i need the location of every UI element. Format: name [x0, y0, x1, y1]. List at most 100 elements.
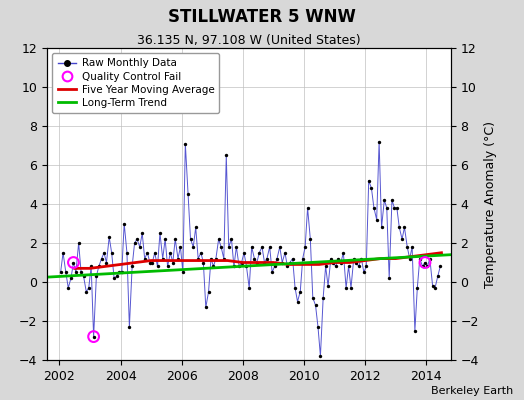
Point: [90, 333, 98, 340]
Point: [263, 255, 271, 262]
Point: [245, 285, 254, 291]
Point: [406, 255, 414, 262]
Point: [347, 285, 355, 291]
Point: [383, 205, 391, 211]
Point: [357, 255, 366, 262]
Point: [95, 263, 103, 270]
Point: [64, 285, 72, 291]
Point: [281, 250, 289, 256]
Point: [225, 244, 233, 250]
Point: [194, 255, 202, 262]
Point: [311, 302, 320, 309]
Point: [69, 259, 78, 266]
Point: [133, 236, 141, 242]
Point: [276, 244, 284, 250]
Point: [123, 250, 131, 256]
Point: [136, 244, 144, 250]
Point: [270, 263, 279, 270]
Point: [258, 244, 266, 250]
Point: [232, 244, 241, 250]
Point: [100, 250, 108, 256]
Point: [199, 259, 208, 266]
Point: [309, 294, 317, 301]
Point: [113, 273, 121, 279]
Point: [227, 236, 236, 242]
Point: [204, 288, 213, 295]
Point: [350, 255, 358, 262]
Y-axis label: Temperature Anomaly (°C): Temperature Anomaly (°C): [484, 120, 497, 288]
Point: [395, 224, 403, 230]
Point: [120, 220, 128, 227]
Point: [255, 250, 264, 256]
Point: [418, 263, 427, 270]
Text: Berkeley Earth: Berkeley Earth: [431, 386, 514, 396]
Point: [425, 255, 434, 262]
Point: [67, 275, 75, 281]
Point: [301, 244, 309, 250]
Point: [392, 205, 401, 211]
Point: [72, 269, 80, 276]
Point: [77, 269, 85, 276]
Point: [423, 263, 432, 270]
Point: [179, 269, 187, 276]
Point: [107, 250, 116, 256]
Point: [403, 244, 411, 250]
Point: [436, 263, 444, 270]
Point: [166, 250, 174, 256]
Point: [130, 240, 139, 246]
Point: [278, 259, 287, 266]
Point: [303, 205, 312, 211]
Point: [400, 224, 409, 230]
Point: [342, 285, 351, 291]
Point: [235, 263, 243, 270]
Point: [377, 224, 386, 230]
Point: [90, 333, 98, 340]
Point: [319, 294, 328, 301]
Point: [154, 263, 162, 270]
Point: [97, 255, 106, 262]
Point: [291, 285, 299, 291]
Point: [202, 304, 210, 310]
Point: [388, 197, 396, 203]
Point: [390, 205, 399, 211]
Point: [171, 236, 179, 242]
Point: [273, 255, 281, 262]
Point: [212, 255, 220, 262]
Point: [431, 285, 439, 291]
Point: [283, 263, 292, 270]
Point: [69, 259, 78, 266]
Point: [174, 255, 182, 262]
Point: [296, 288, 304, 295]
Point: [181, 140, 190, 147]
Point: [354, 263, 363, 270]
Legend: Raw Monthly Data, Quality Control Fail, Five Year Moving Average, Long-Term Tren: Raw Monthly Data, Quality Control Fail, …: [52, 53, 220, 113]
Point: [74, 240, 83, 246]
Point: [169, 259, 177, 266]
Point: [250, 255, 259, 262]
Point: [140, 255, 149, 262]
Point: [146, 259, 154, 266]
Point: [87, 263, 95, 270]
Point: [421, 259, 429, 266]
Point: [324, 283, 332, 289]
Point: [321, 263, 330, 270]
Point: [362, 263, 370, 270]
Point: [163, 263, 172, 270]
Point: [115, 269, 124, 276]
Point: [187, 236, 195, 242]
Point: [82, 288, 91, 295]
Point: [337, 259, 345, 266]
Point: [352, 259, 361, 266]
Point: [156, 230, 164, 236]
Point: [84, 285, 93, 291]
Point: [207, 255, 215, 262]
Point: [222, 152, 231, 158]
Point: [214, 236, 223, 242]
Point: [79, 273, 88, 279]
Point: [316, 353, 324, 359]
Point: [408, 244, 417, 250]
Point: [196, 250, 205, 256]
Point: [306, 236, 314, 242]
Point: [62, 269, 70, 276]
Title: 36.135 N, 97.108 W (United States): 36.135 N, 97.108 W (United States): [137, 34, 361, 47]
